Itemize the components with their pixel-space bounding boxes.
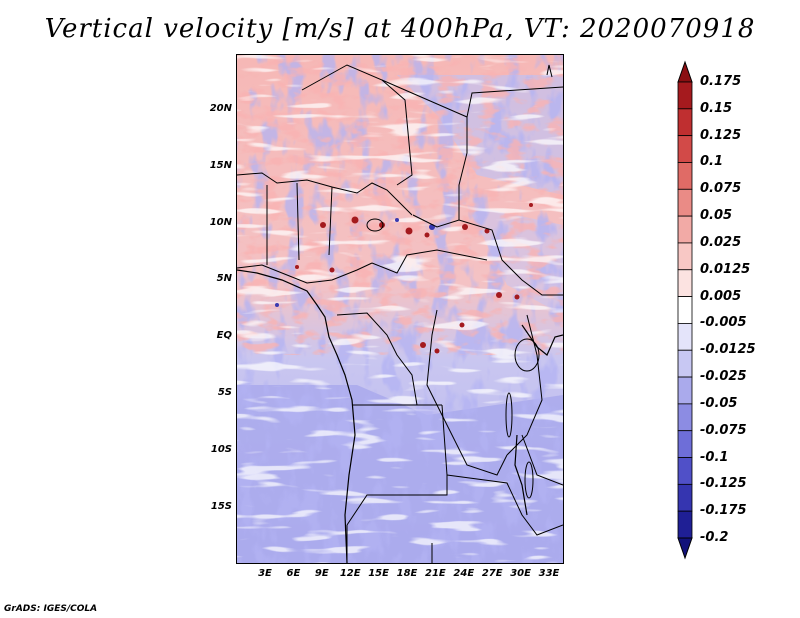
colorbar-segment — [677, 108, 693, 137]
colorbar-segment — [677, 81, 693, 110]
longitude-tick-label: 3E — [258, 568, 272, 579]
latitude-tick-label: EQ — [216, 330, 232, 342]
colorbar-bottom-arrow — [677, 537, 693, 560]
longitude-tick-label: 6E — [286, 568, 301, 579]
convective-cores — [295, 203, 533, 354]
colorbar-segment — [677, 162, 693, 190]
colorbar-label: -0.075 — [700, 422, 747, 438]
colorbar-segment — [677, 376, 693, 405]
colorbar-segment — [677, 403, 693, 432]
longitude-tick-label: 24E — [453, 568, 475, 579]
colorbar-label: 0.025 — [700, 234, 742, 250]
colorbar-label: 0.1 — [700, 154, 724, 170]
longitude-tick-label: 9E — [314, 568, 329, 579]
colorbar-label: 0.05 — [700, 208, 733, 224]
colorbar-segment — [677, 323, 693, 351]
colorbar-label: -0.0125 — [700, 342, 756, 358]
colorbar-label: 0.005 — [700, 288, 742, 304]
map-plot-area — [236, 54, 564, 564]
colorbar-label: 0.0125 — [700, 261, 751, 277]
colorbar-label: 0.125 — [700, 127, 742, 143]
colorbar-segment — [677, 269, 693, 297]
latitude-tick-label: 15S — [210, 500, 232, 512]
credit-text: GrADS: IGES/COLA — [4, 604, 98, 614]
colorbar-label: -0.2 — [700, 530, 729, 545]
colorbar-label: -0.1 — [700, 449, 729, 465]
chart-title: Vertical velocity [m/s] at 400hPa, VT: 2… — [44, 14, 756, 44]
colorbar-segment — [677, 430, 693, 458]
colorbar — [677, 60, 693, 560]
colorbar-label: 0.175 — [700, 74, 742, 89]
colorbar-segment — [677, 242, 693, 271]
latitude-tick-label: 5S — [217, 387, 232, 398]
latitude-tick-label: 5N — [216, 273, 232, 285]
longitude-tick-label: 30E — [510, 568, 531, 579]
colorbar-segment — [677, 483, 693, 512]
latitude-tick-label: 20N — [209, 103, 232, 114]
colorbar-segment — [677, 135, 693, 163]
longitude-tick-label: 15E — [368, 568, 389, 579]
latitude-tick-label: 15N — [209, 159, 232, 171]
colorbar-label: -0.175 — [700, 503, 747, 519]
latitude-tick-label: 10S — [210, 443, 232, 455]
longitude-tick-label: 27E — [481, 568, 503, 579]
colorbar-label: -0.125 — [700, 476, 747, 492]
colorbar-segment — [677, 215, 693, 244]
colorbar-segment — [677, 457, 693, 485]
longitude-tick-label: 33E — [538, 568, 560, 579]
latitude-tick-label: 10N — [209, 216, 232, 228]
longitude-tick-label: 21E — [425, 568, 446, 579]
colorbar-segment — [677, 296, 693, 324]
longitude-tick-label: 12E — [339, 568, 361, 579]
field-texture-white — [237, 55, 563, 563]
colorbar-label: 0.075 — [700, 181, 742, 197]
colorbar-segment — [677, 349, 693, 378]
map-canvas — [237, 55, 563, 563]
longitude-tick-label: 18E — [396, 568, 418, 579]
colorbar-top-arrow — [677, 60, 693, 83]
coastline — [237, 269, 563, 563]
colorbar-label: -0.05 — [700, 395, 738, 411]
lakes — [366, 64, 553, 499]
colorbar-label: -0.025 — [700, 369, 747, 385]
colorbar-segment — [677, 188, 693, 217]
colorbar-label: 0.15 — [700, 100, 733, 116]
colorbar-segment — [677, 510, 693, 539]
colorbar-label: -0.005 — [700, 315, 747, 331]
